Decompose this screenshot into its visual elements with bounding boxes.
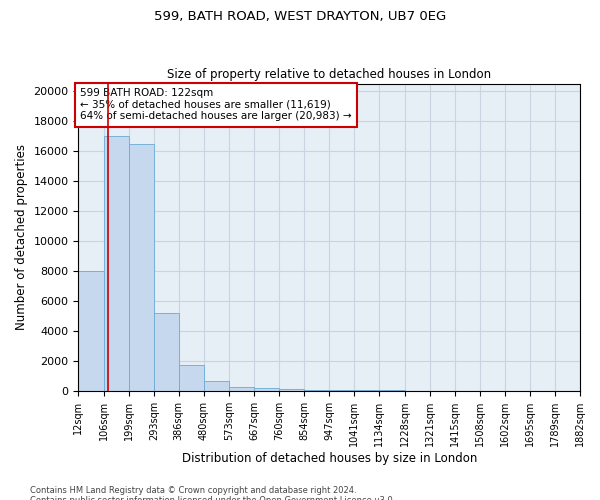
Bar <box>329 390 355 391</box>
Bar <box>379 390 404 391</box>
Text: Contains HM Land Registry data © Crown copyright and database right 2024.: Contains HM Land Registry data © Crown c… <box>30 486 356 495</box>
Y-axis label: Number of detached properties: Number of detached properties <box>15 144 28 330</box>
Bar <box>404 390 430 391</box>
Text: Contains public sector information licensed under the Open Government Licence v3: Contains public sector information licen… <box>30 496 395 500</box>
Text: 599, BATH ROAD, WEST DRAYTON, UB7 0EG: 599, BATH ROAD, WEST DRAYTON, UB7 0EG <box>154 10 446 23</box>
Bar <box>154 313 179 391</box>
Bar <box>204 382 229 391</box>
X-axis label: Distribution of detached houses by size in London: Distribution of detached houses by size … <box>182 452 477 465</box>
Bar <box>254 388 279 391</box>
Text: 599 BATH ROAD: 122sqm
← 35% of detached houses are smaller (11,619)
64% of semi-: 599 BATH ROAD: 122sqm ← 35% of detached … <box>80 88 352 122</box>
Bar <box>304 390 329 391</box>
Bar <box>79 271 104 391</box>
Bar <box>430 390 455 391</box>
Bar <box>279 389 304 391</box>
Title: Size of property relative to detached houses in London: Size of property relative to detached ho… <box>167 68 491 81</box>
Bar <box>355 390 379 391</box>
Bar <box>179 365 204 391</box>
Bar <box>104 136 128 391</box>
Bar <box>229 386 254 391</box>
Bar <box>128 144 154 391</box>
